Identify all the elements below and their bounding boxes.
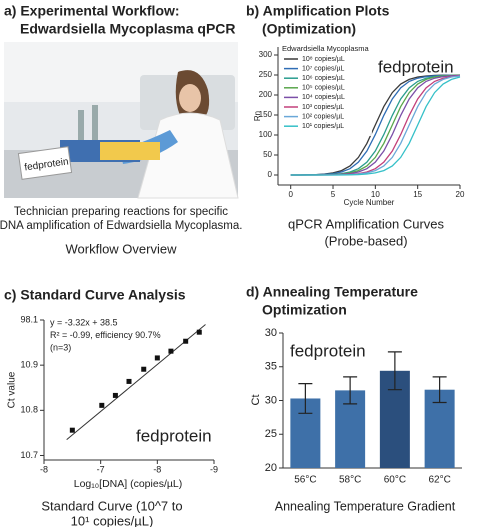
data-point: [69, 427, 75, 433]
x-tick-label: 10: [371, 190, 380, 199]
x-axis-label: Cycle Number: [344, 198, 395, 207]
y-tick-label: 150: [259, 110, 273, 119]
y-tick-label: 30: [265, 327, 277, 339]
chart-subtitle: (Optimization): [262, 21, 356, 37]
x-tick-label: -8: [40, 464, 48, 474]
panel-subtitle: Edwardsiella Mycoplasma qPCR: [20, 21, 236, 37]
y-tick-label: 25: [265, 428, 277, 440]
y-tick-label: 10.7: [20, 450, 38, 460]
annotation: R² = -0.99, efficiency 90.7%: [50, 330, 161, 340]
y-axis-label: Rn: [253, 111, 262, 121]
x-axis-label: Annealing Temperature Gradient: [275, 499, 456, 513]
tube-box: [17, 146, 73, 180]
chart-title: c) Standard Curve Analysis: [4, 287, 186, 303]
y-tick-label: 10.9: [20, 360, 38, 370]
legend-label: 10² copies/µL: [302, 113, 344, 120]
data-point: [126, 378, 132, 384]
data-point: [99, 402, 105, 408]
watermark: fedprotein: [136, 426, 212, 445]
caption: DNA amplification of Edwardsiella Mycopl…: [0, 220, 242, 232]
x-tick-label: 15: [413, 190, 422, 199]
watermark: fedprotein: [290, 341, 366, 360]
legend-label: 10⁷ copies/µL: [302, 65, 344, 72]
caption-title: Workflow Overview: [65, 241, 177, 256]
data-point: [141, 366, 147, 372]
photo: fedprotein: [4, 42, 239, 199]
error-bar: [387, 351, 402, 391]
x-tick-label: 58°C: [339, 475, 361, 486]
pipette: [78, 110, 84, 145]
chart-subtitle: Optimization: [262, 302, 347, 318]
caption: 10¹ copies/µL): [71, 513, 154, 527]
legend-title: Edwardsiella Mycoplasma: [282, 44, 370, 53]
caption: Technician preparing reactions for speci…: [14, 206, 228, 218]
y-axis-label: Ct value: [7, 371, 18, 408]
y-tick-label: 30: [265, 394, 277, 406]
annotation: (n=3): [50, 342, 71, 352]
error-bar: [298, 383, 313, 414]
x-tick-label: 20: [456, 190, 465, 199]
annotation: y = -3.32x + 38.5: [50, 317, 118, 327]
x-tick-label: -7: [97, 464, 105, 474]
error-bar: [343, 376, 358, 405]
caption: qPCR Amplification Curves: [288, 216, 445, 231]
legend-label: 10¹ copies/µL: [302, 123, 344, 130]
data-point: [168, 348, 174, 354]
data-point: [112, 392, 118, 398]
x-tick-label: -9: [210, 464, 218, 474]
caption: (Probe-based): [324, 233, 407, 248]
legend-label: 10⁶ copies/µL: [302, 75, 345, 82]
face: [179, 84, 201, 112]
x-tick-label: 62°C: [428, 475, 450, 486]
x-tick-label: 60°C: [384, 475, 406, 486]
legend-label: 10⁴ copies/µL: [302, 94, 345, 101]
watermark: fedprotein: [378, 57, 454, 76]
x-tick-label: 0: [288, 190, 293, 199]
y-axis-label: Ct: [250, 395, 262, 406]
x-tick-label: -8: [153, 464, 161, 474]
legend-label: 10⁵ copies/µL: [302, 85, 345, 92]
y-tick-label: 100: [259, 130, 273, 139]
y-tick-label: 0: [268, 170, 273, 179]
y-tick-label: 50: [263, 150, 272, 159]
fit-line: [66, 324, 206, 441]
data-point: [196, 329, 202, 335]
y-tick-label: 35: [265, 361, 277, 373]
panel-title: a) Experimental Workflow:: [4, 3, 180, 19]
y-tick-label: 10.8: [20, 405, 38, 415]
legend-label: 10⁸ copies/µL: [302, 56, 345, 63]
chart-title: b) Amplification Plots: [246, 3, 390, 19]
y-tick-label: 300: [259, 50, 273, 59]
y-tick-label: 20: [265, 462, 277, 474]
pipette: [92, 105, 98, 143]
data-point: [154, 355, 160, 361]
data-point: [183, 338, 189, 344]
x-tick-label: 5: [331, 190, 336, 199]
series-line: [290, 76, 461, 176]
x-tick-label: 56°C: [294, 475, 316, 486]
rack: [100, 142, 160, 160]
y-tick-label: 250: [259, 70, 273, 79]
legend-label: 10³ copies/µL: [302, 104, 344, 111]
y-tick-label: 200: [259, 90, 273, 99]
chart-title: d) Annealing Temperature: [246, 284, 418, 300]
x-axis-label: Log₁₀[DNA] (copies/µL): [74, 478, 183, 490]
caption: Standard Curve (10^7 to: [41, 498, 182, 513]
error-bar: [432, 376, 447, 404]
y-tick-label: 98.1: [20, 314, 38, 324]
